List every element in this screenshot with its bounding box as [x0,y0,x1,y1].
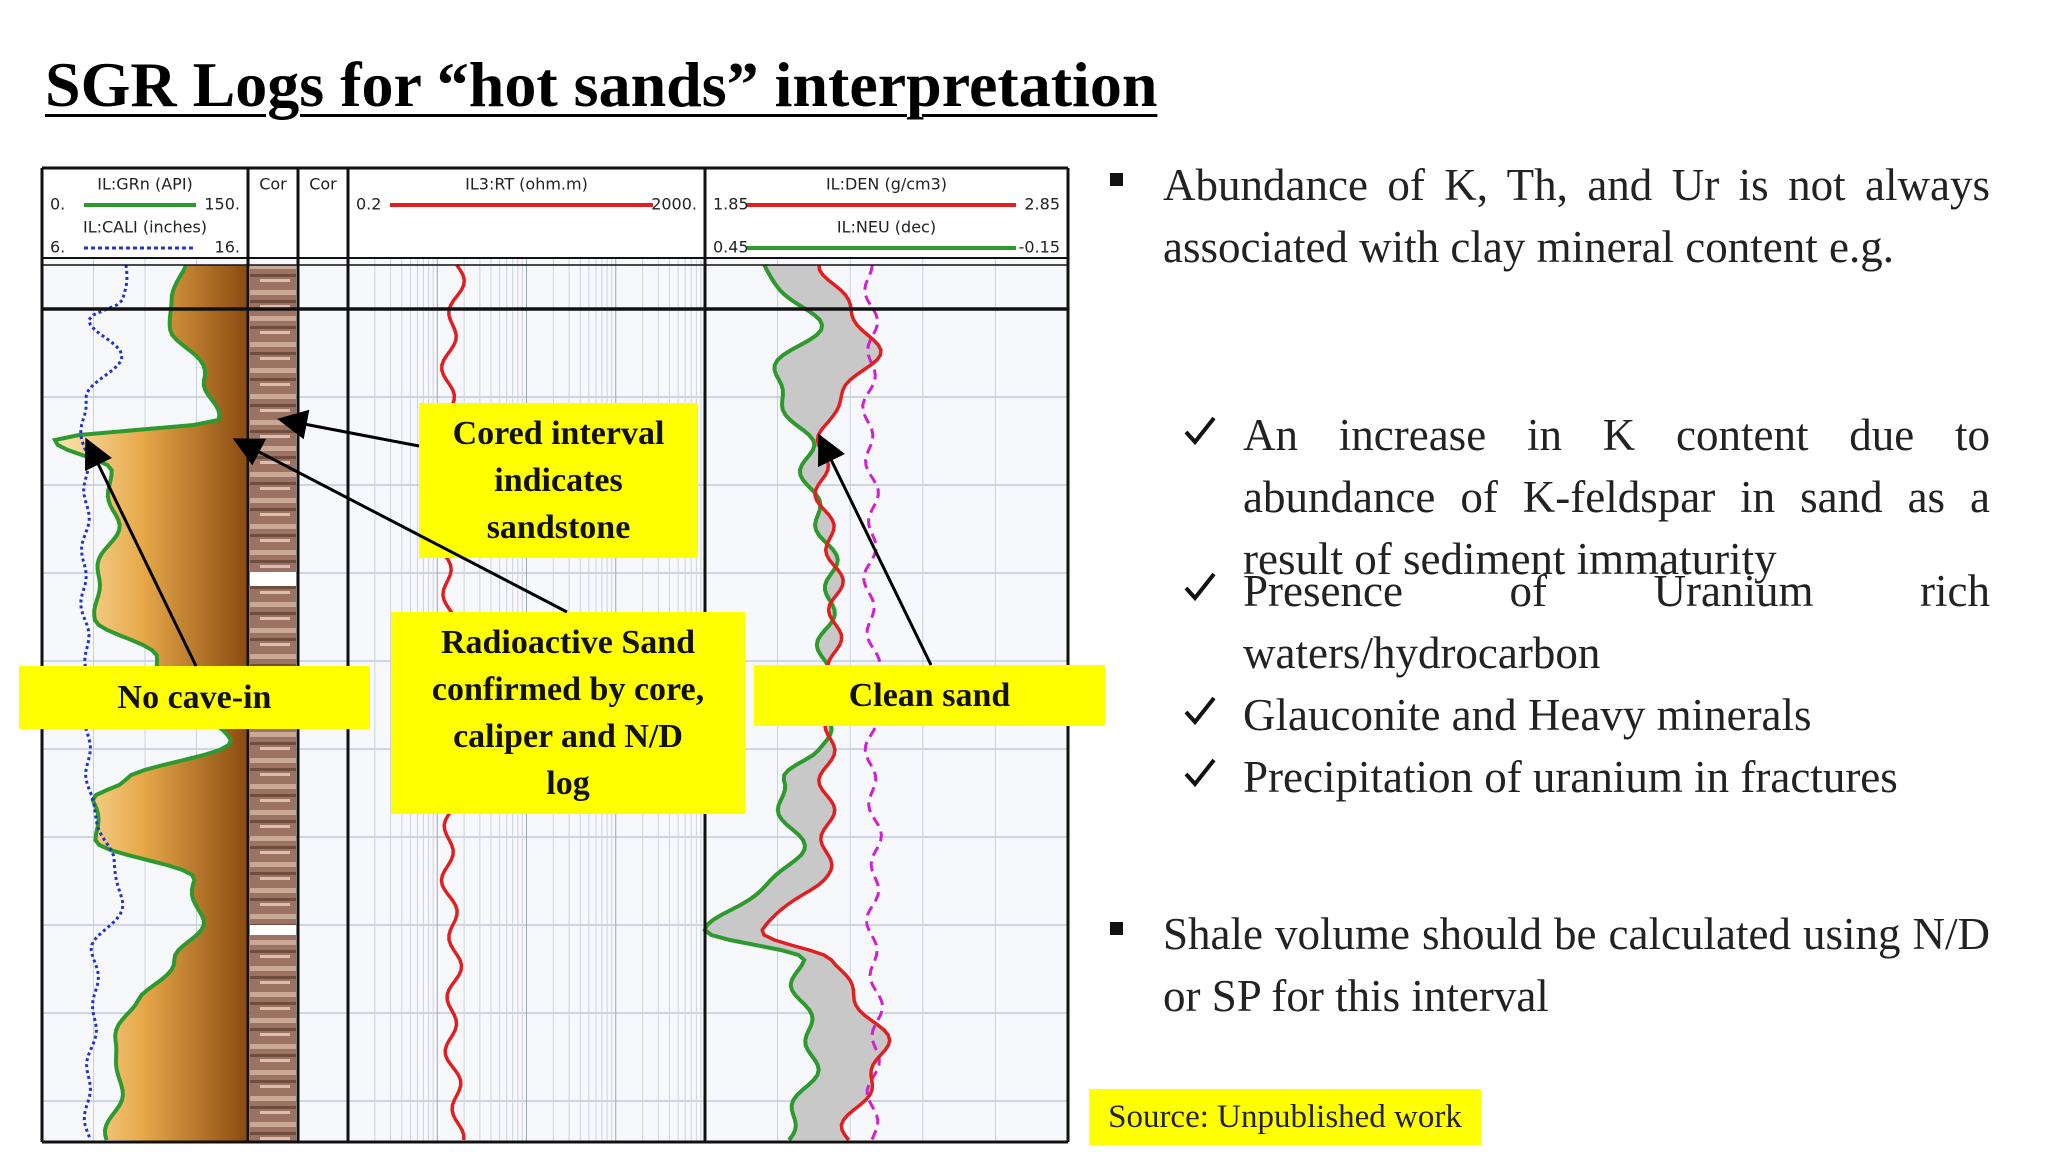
scale-left: 0.45 [713,238,749,257]
callout-line: log [546,765,590,802]
scale-right: -0.15 [1019,238,1060,257]
scale-left: 1.85 [713,195,749,214]
sub-item: Glauconite and Heavy minerals [1243,690,1812,740]
check-mark [1184,696,1216,726]
scale-right: 16. [215,238,240,257]
scale-left: 6. [50,238,65,257]
scale-left: 0.2 [356,195,381,214]
callout-line: indicates [494,462,623,499]
curve-name: IL3:RT (ohm.m) [465,175,588,194]
callout-line: confirmed by core, [431,671,705,708]
core-gap [250,925,296,935]
curve-name: IL:NEU (dec) [837,218,936,237]
bullet: Shale volume should be calculated using … [1163,909,1990,1021]
curve-name: IL:CALI (inches) [83,218,207,237]
callout: Cored interval indicates sandstone [419,403,698,558]
check-mark [1184,758,1216,788]
callout-line: No cave-in [117,679,272,716]
arrow [818,433,933,666]
curve-name: Cor [259,175,287,194]
arrow [277,409,420,448]
curve-name: IL:GRn (API) [97,175,193,194]
scale-right: 2000. [651,195,697,214]
bullet-marker [1110,922,1123,935]
arrow [232,438,568,614]
callout-line: Radioactive Sand [440,624,696,661]
arrow [84,437,198,667]
callout: Radioactive Sand confirmed by core, calipe… [391,612,745,814]
sub-item: An increase in K content due to abundanc… [1243,410,1990,584]
scale-left: 0. [50,195,65,214]
check-mark [1184,572,1216,602]
scale-right: 150. [204,195,240,214]
callout-line: Cored interval [452,415,665,452]
sub-item: Precipitation of uranium in fractures [1243,752,1898,802]
slide-title: SGR Logs for “hot sands” interpretation [45,49,1158,120]
bullet: Abundance of K, Th, and Ur is not always… [1163,160,1990,272]
core-gap [250,572,296,586]
den-neu-fill [704,265,890,1140]
callout-line: Clean sand [848,677,1011,714]
curve-name: IL:DEN (g/cm3) [826,175,947,194]
check-mark [1184,416,1216,446]
callout: Clean sand [754,665,1105,726]
gr-fill [54,265,249,1142]
source-note: Source: Unpublished work [1089,1089,1481,1145]
header-bg [42,168,1068,258]
curve-name: Cor [309,175,337,194]
callout-line: caliper and N/D [453,718,683,755]
bullet-marker [1110,173,1123,186]
sub-item: Presence of Uranium rich waters/hydrocar… [1243,566,1990,678]
scale-right: 2.85 [1024,195,1060,214]
callout-line: sandstone [486,509,631,546]
callout: No cave-in [19,666,370,729]
